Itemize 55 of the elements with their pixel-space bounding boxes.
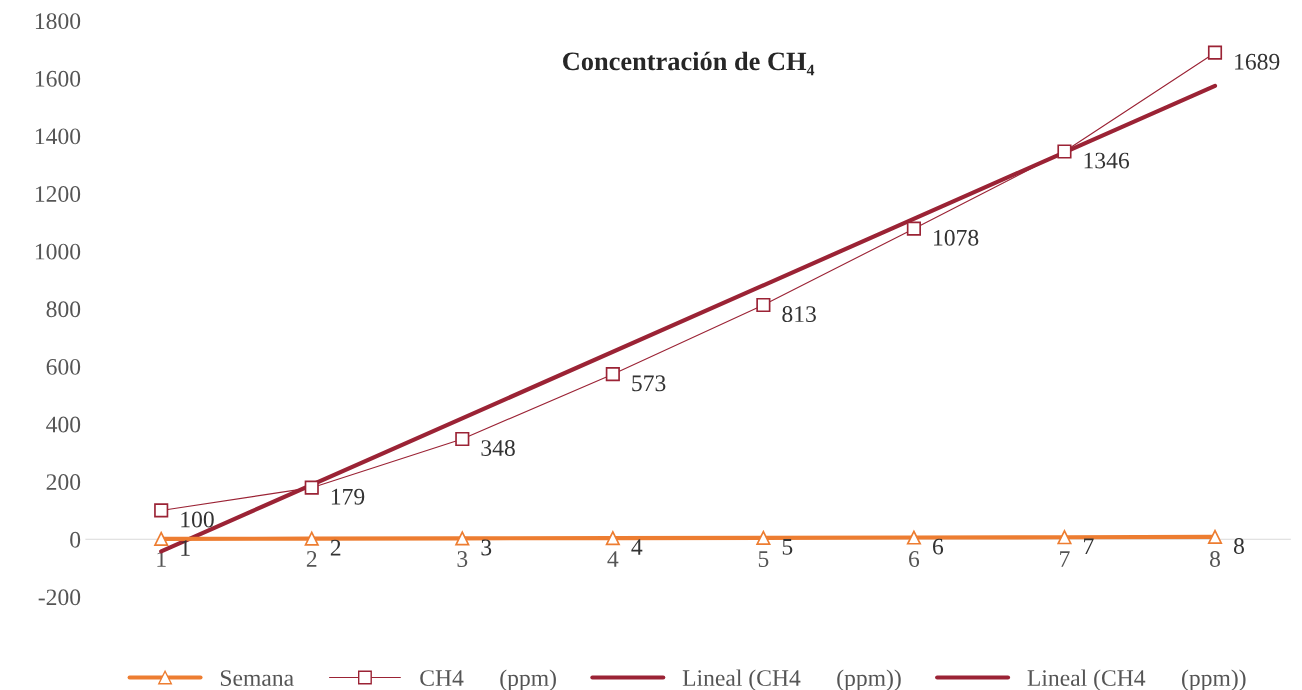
data-label: 2	[330, 539, 341, 556]
legend-label: Lineal (CH4 (ppm))	[682, 669, 901, 690]
y-tick-label: 1000	[35, 243, 81, 260]
x-tick-label: 6	[909, 551, 920, 567]
x-tick-label: 4	[607, 551, 619, 567]
x-tick-label: 3	[457, 551, 468, 567]
data-label: 4	[631, 539, 643, 555]
y-tick-label: 1600	[35, 70, 81, 87]
data-label: 1689	[1235, 53, 1280, 70]
legend-label: CH4 (ppm)	[420, 669, 556, 690]
y-tick-label: 800	[46, 301, 81, 318]
text: Concentración de CH₄	[563, 51, 815, 76]
data-label: 573	[632, 375, 666, 392]
y-tick-label: 200	[46, 474, 81, 491]
y-tick-label: 1400	[35, 128, 81, 145]
legend-label: Lineal (CH4 (ppm))	[1027, 669, 1246, 690]
data-label: 3	[481, 539, 492, 556]
data-label: 813	[782, 306, 816, 323]
data-label: 1	[181, 540, 190, 556]
point	[304, 531, 319, 546]
point	[605, 530, 620, 546]
point	[1207, 529, 1223, 545]
data-label: 7	[1084, 538, 1094, 555]
point	[756, 530, 771, 545]
point	[455, 531, 470, 546]
point	[304, 480, 319, 495]
y-tick-label: 1200	[35, 186, 81, 202]
data-label: 1346	[1084, 152, 1130, 169]
x-tick-label: 5	[758, 551, 769, 567]
y-tick-label: 600	[46, 358, 81, 375]
data-label: 348	[481, 440, 515, 457]
point	[1057, 530, 1072, 545]
legend-label: Semana	[220, 670, 294, 687]
data-label: 1078	[934, 229, 979, 246]
x-tick-label: 2	[306, 551, 317, 567]
x-tick-label: 7	[1060, 551, 1070, 567]
point	[906, 221, 922, 236]
point	[605, 367, 620, 382]
point	[154, 503, 169, 518]
point	[154, 531, 169, 547]
point	[906, 530, 922, 545]
data-label: 100	[181, 511, 214, 528]
data-label: 6	[932, 538, 944, 555]
point	[455, 431, 470, 447]
x-tick-label: 8	[1210, 551, 1221, 567]
point	[756, 297, 771, 313]
data-label: 8	[1233, 538, 1244, 554]
point	[1207, 45, 1223, 60]
y-tick-label: 1800	[35, 13, 81, 30]
y-tick-label: -200	[38, 589, 81, 606]
data-label: 5	[782, 539, 793, 555]
y-tick-label: 0	[70, 531, 81, 548]
data-label: 179	[331, 488, 365, 505]
y-tick-label: 400	[46, 416, 81, 433]
point	[1057, 144, 1072, 159]
